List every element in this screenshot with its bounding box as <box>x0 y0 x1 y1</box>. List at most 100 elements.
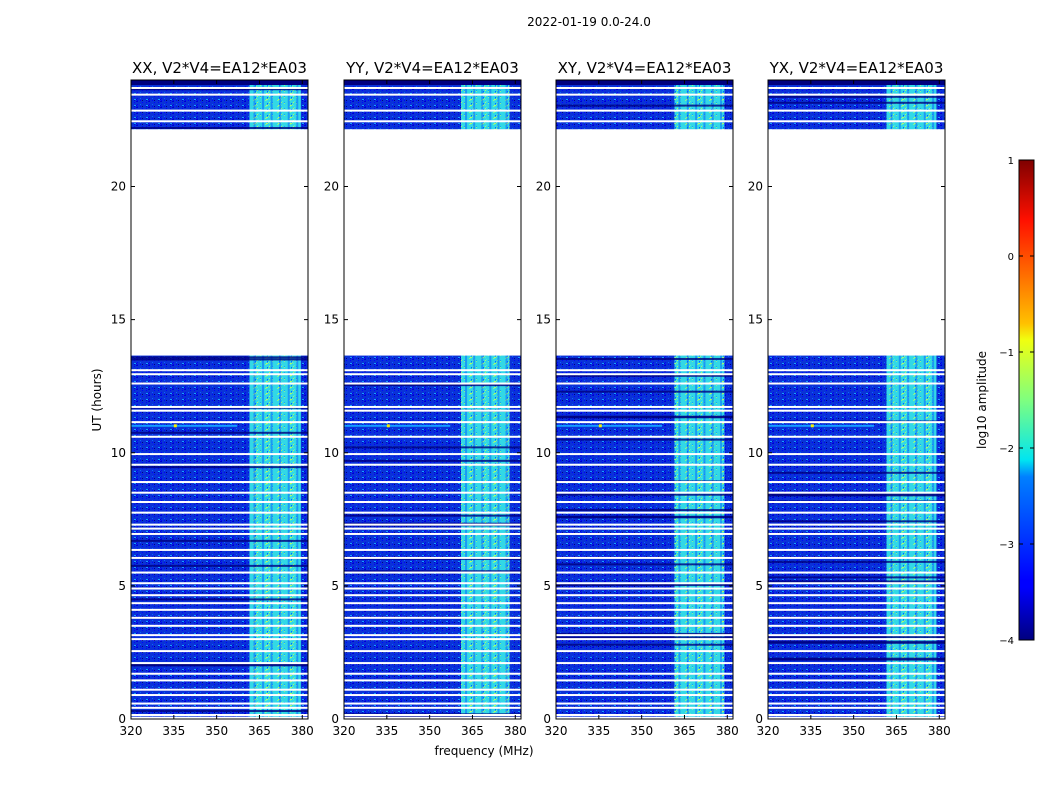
flagged-row <box>344 702 521 705</box>
colorbar-gradient <box>1018 159 1035 641</box>
flagged-row <box>344 409 521 412</box>
flagged-row <box>131 532 308 535</box>
band-stripe <box>489 80 492 719</box>
band-stripe <box>270 80 273 719</box>
dark-row <box>344 715 521 718</box>
flagged-row <box>556 634 733 637</box>
flagged-row <box>768 501 945 504</box>
flagged-row <box>768 369 945 372</box>
dark-row <box>768 101 945 104</box>
flagged-row <box>344 453 521 456</box>
colorbar-tick-label: −3 <box>999 540 1014 551</box>
colorbar-tick-label: 0 <box>1008 252 1014 263</box>
rfi-line <box>344 424 451 427</box>
flagged-row <box>344 120 521 123</box>
flagged-row <box>768 382 945 385</box>
flagged-row <box>344 86 521 89</box>
dark-row <box>131 663 308 666</box>
y-tick-label: 20 <box>748 180 763 194</box>
band-stripe <box>481 80 484 719</box>
flagged-row <box>131 638 308 641</box>
flagged-row <box>768 373 945 376</box>
flagged-row <box>768 714 945 717</box>
y-tick-label: 0 <box>331 712 339 726</box>
x-tick-label: 335 <box>587 724 610 738</box>
x-tick-label: 380 <box>291 724 314 738</box>
flagged-row <box>556 93 733 96</box>
flagged-row <box>556 662 733 665</box>
x-tick-label: 350 <box>630 724 653 738</box>
flagged-row <box>344 679 521 682</box>
flagged-row <box>768 481 945 484</box>
colorbar: −4 −3 −2 −1 0 1 log10 amplitude <box>975 156 1035 647</box>
y-tick-label: 15 <box>324 313 339 327</box>
flagged-row <box>768 93 945 96</box>
y-tick-label: 5 <box>755 579 763 593</box>
colorbar-tick-label: 1 <box>1008 156 1014 167</box>
flagged-row <box>131 624 308 627</box>
dark-row <box>556 493 733 496</box>
data-gap <box>768 129 945 356</box>
flagged-row <box>768 511 945 514</box>
flagged-row <box>768 594 945 597</box>
top-strip <box>344 80 521 85</box>
flagged-row <box>556 491 733 494</box>
flagged-row <box>556 405 733 408</box>
flagged-row <box>768 405 945 408</box>
heatmap-area <box>768 80 945 719</box>
flagged-row <box>556 86 733 89</box>
panel-frame <box>343 79 522 720</box>
flagged-row <box>768 532 945 535</box>
y-tick-label: 5 <box>543 579 551 593</box>
flagged-row <box>344 714 521 717</box>
flagged-row <box>556 679 733 682</box>
flagged-row <box>556 616 733 619</box>
y-tick-label: 10 <box>111 446 126 460</box>
flagged-row <box>768 638 945 641</box>
flagged-row <box>131 109 308 112</box>
panel-title: XY, V2*V4=EA12*EA03 <box>558 59 732 77</box>
y-tick-label: 5 <box>118 579 126 593</box>
dark-row <box>768 95 945 98</box>
flagged-row <box>344 527 521 530</box>
dark-row <box>344 514 521 517</box>
y-tick-label: 10 <box>324 446 339 460</box>
dark-row <box>556 584 733 587</box>
flagged-row <box>768 120 945 123</box>
flagged-row <box>131 120 308 123</box>
flagged-row <box>344 373 521 376</box>
flagged-row <box>131 556 308 559</box>
flagged-row <box>556 409 733 412</box>
dark-row <box>344 570 521 573</box>
flagged-row <box>344 608 521 611</box>
dark-row <box>556 509 733 512</box>
panel-frame <box>130 79 309 720</box>
flagged-row <box>556 688 733 691</box>
dark-row <box>556 563 733 566</box>
flagged-row <box>768 587 945 590</box>
band-stripe <box>505 80 508 719</box>
dark-row <box>768 641 945 644</box>
dark-row <box>344 446 521 449</box>
band-stripe <box>720 80 723 719</box>
x-tick-label: 380 <box>928 724 951 738</box>
flagged-row <box>131 481 308 484</box>
flagged-row <box>556 435 733 438</box>
rfi-spot <box>173 424 177 428</box>
flagged-row <box>556 511 733 514</box>
flagged-row <box>344 616 521 619</box>
flagged-row <box>768 409 945 412</box>
dark-row <box>768 580 945 583</box>
dark-row <box>768 576 945 579</box>
colorbar-tick-label: −1 <box>999 348 1014 359</box>
flagged-row <box>556 716 733 719</box>
flagged-row <box>768 688 945 691</box>
flagged-row <box>131 523 308 526</box>
flagged-row <box>556 582 733 585</box>
band-stripe <box>890 80 893 719</box>
flagged-row <box>768 616 945 619</box>
flagged-row <box>344 571 521 574</box>
top-strip <box>556 80 733 85</box>
flagged-row <box>344 511 521 514</box>
panel-title: YX, V2*V4=EA12*EA03 <box>769 59 944 77</box>
